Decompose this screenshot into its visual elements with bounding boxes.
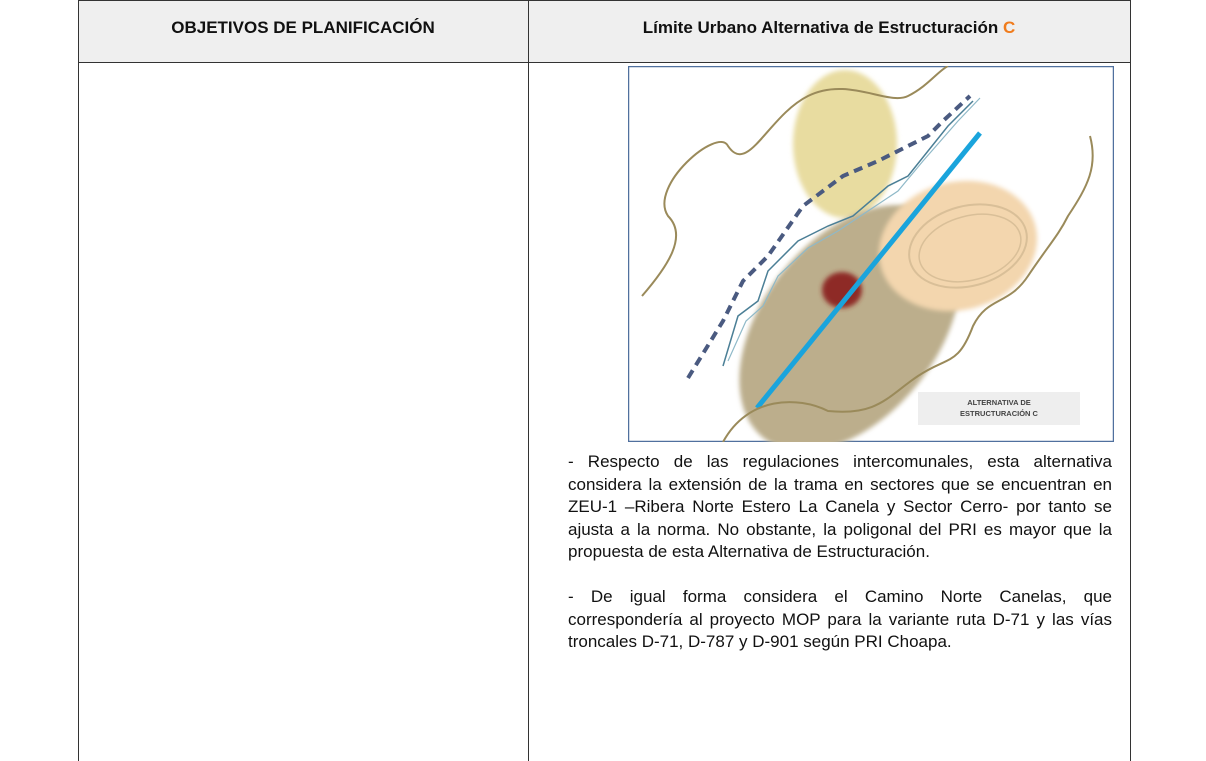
top-border — [78, 0, 1131, 1]
right-border — [1130, 0, 1131, 761]
zone-ring — [918, 213, 1022, 283]
figure-label-box — [918, 392, 1080, 425]
figure-label: ALTERNATIVA DE — [967, 398, 1030, 407]
paragraph: - Respecto de las regulaciones intercomu… — [568, 452, 1112, 561]
header-highlight: C — [1002, 18, 1016, 37]
figure-label: ESTRUCTURACIÓN C — [960, 409, 1038, 418]
limit-dashed — [686, 94, 972, 380]
contour — [722, 135, 1094, 442]
left-border — [78, 0, 79, 761]
zone-ring — [908, 203, 1028, 289]
paragraph: - De igual forma considera el Camino Nor… — [568, 587, 1112, 651]
figure: ALTERNATIVA DE ESTRUCTURACIÓN C — [628, 66, 1114, 442]
header-left: OBJETIVOS DE PLANIFICACIÓN — [171, 18, 435, 37]
zone-peach — [878, 180, 1038, 312]
zone-yellow — [793, 70, 897, 218]
center — [822, 272, 862, 308]
river — [727, 97, 981, 362]
column-divider — [528, 0, 529, 761]
axis-road — [755, 131, 982, 410]
header-right-title: Límite Urbano Alternativa de Estructurac… — [642, 18, 999, 37]
contour — [641, 66, 949, 297]
river — [722, 100, 974, 367]
header-row — [78, 0, 1130, 63]
header-right: Límite Urbano Alternativa de Estructurac… — [528, 18, 1130, 38]
